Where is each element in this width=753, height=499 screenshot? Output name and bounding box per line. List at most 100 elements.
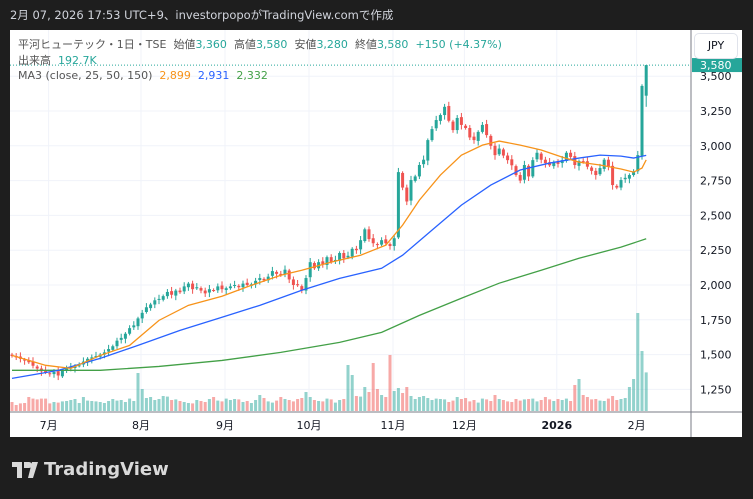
volume-bar (203, 402, 207, 411)
candle-body (468, 127, 472, 138)
volume-bar (455, 397, 459, 411)
currency-button[interactable]: JPY (694, 33, 738, 59)
candle-body (464, 125, 468, 128)
candle-body (178, 290, 182, 293)
last-price-tag (692, 58, 742, 73)
candle-body (426, 140, 430, 161)
candle-body (459, 117, 463, 125)
volume-bar (329, 399, 333, 411)
volume-bar (27, 397, 31, 411)
candle-body (170, 291, 174, 295)
candle-body (157, 298, 161, 300)
volume-bar (581, 395, 585, 411)
tradingview-logo-icon (12, 461, 38, 478)
candle-body (77, 365, 81, 367)
volume-bar (476, 402, 480, 411)
volume-bar (619, 399, 623, 411)
volume-bar (384, 397, 388, 411)
volume-bar (451, 400, 455, 411)
candle-body (380, 240, 384, 245)
volume-bar (270, 402, 274, 411)
logo-text: TradingView (44, 459, 169, 480)
volume-bar (443, 399, 447, 411)
volume-bar (207, 399, 211, 411)
candle-body (602, 159, 606, 169)
candle-body (262, 278, 266, 281)
volume-bar (157, 399, 161, 411)
candle-body (585, 161, 589, 167)
volume-bar (128, 398, 132, 411)
volume-bar (52, 402, 56, 411)
volume-bar (35, 399, 39, 411)
candle-body (241, 283, 245, 288)
volume-bar (531, 398, 535, 411)
volume-bar (527, 399, 531, 411)
candle-body (493, 145, 497, 156)
close-label: 終値 (354, 38, 377, 51)
candle-body (405, 187, 409, 202)
volume-bar (254, 400, 258, 411)
candle-body (27, 360, 31, 363)
volume-bar (552, 401, 556, 411)
volume-bar (111, 399, 115, 411)
volume-bar (216, 400, 220, 411)
candle-body (354, 248, 358, 251)
volume-bar (627, 387, 631, 411)
volume-bar (510, 402, 514, 411)
volume-bar (149, 397, 153, 411)
volume-bar (144, 398, 148, 411)
candle-body (258, 278, 262, 280)
x-tick-label: 2026 (541, 419, 572, 432)
candle-body (417, 165, 421, 177)
volume-bar (611, 396, 615, 411)
candle-body (65, 368, 69, 371)
candle-body (548, 162, 552, 166)
candle-body (636, 155, 640, 172)
volume-bar (636, 313, 640, 411)
volume-bar (241, 402, 245, 411)
candle-body (497, 148, 501, 155)
volume-bar (212, 397, 216, 411)
candle-body (564, 152, 568, 161)
candle-body (123, 333, 127, 339)
y-tick-label: 1,750 (700, 314, 732, 327)
ma-legend[interactable]: MA3 (close, 25, 50, 150) 2,899 2,931 2,3… (18, 69, 268, 82)
open-value: 3,360 (195, 38, 227, 51)
candle-body (640, 85, 644, 156)
volume-bar (350, 375, 354, 411)
candle-body (598, 168, 602, 175)
candle-body (182, 286, 186, 292)
candle-body (384, 239, 388, 244)
volume-bar (31, 398, 35, 411)
volume-bar (354, 396, 358, 411)
volume-bar (262, 398, 266, 411)
volume-bar (245, 401, 249, 411)
candle-body (447, 105, 451, 121)
volume-bar (338, 400, 342, 411)
candle-body (346, 255, 350, 258)
volume-bar (279, 397, 283, 411)
volume-bar (590, 399, 594, 411)
ma50-value: 2,931 (197, 69, 230, 82)
volume-bar (602, 401, 606, 411)
volume-bar (426, 398, 430, 411)
candle-body (107, 349, 111, 352)
volume-bar (170, 400, 174, 411)
volume-bar (186, 403, 190, 411)
tradingview-logo[interactable]: TradingView (12, 459, 169, 480)
volume-bar (325, 398, 329, 411)
candle-body (275, 271, 279, 274)
volume-bar (132, 401, 136, 411)
x-tick-label: 11月 (381, 419, 406, 432)
candle-body (224, 288, 228, 291)
volume-bar (56, 402, 60, 411)
last-price-label: 3,580 (700, 59, 732, 72)
candle-body (455, 117, 459, 131)
volume-bar (65, 401, 69, 411)
candle-body (144, 307, 148, 313)
volume-bar (317, 401, 321, 411)
candle-body (531, 160, 535, 177)
volume-bar (44, 398, 48, 411)
volume-bar (644, 372, 648, 411)
